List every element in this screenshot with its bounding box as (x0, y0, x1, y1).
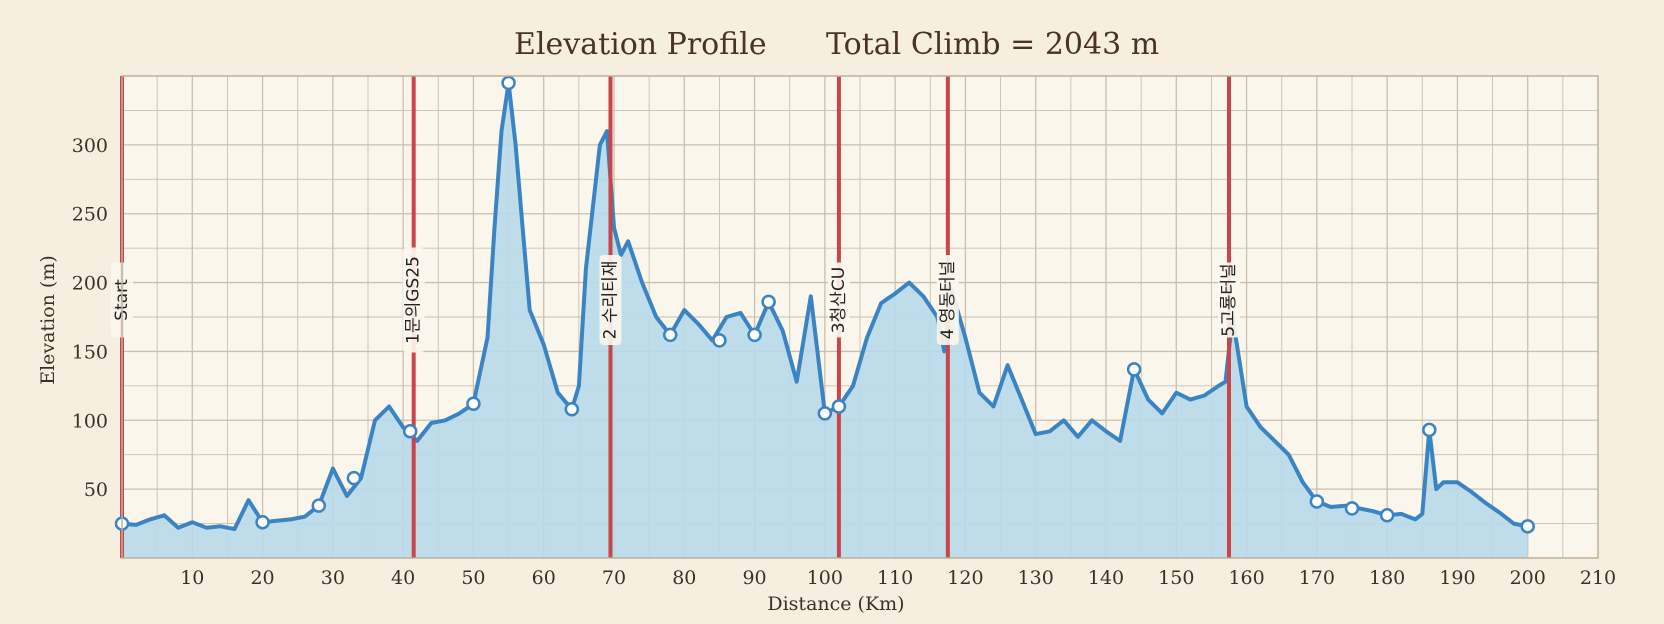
marker-label: 2 수리티재 (600, 261, 620, 340)
highlight-point (831, 399, 847, 414)
highlight-point (1520, 519, 1535, 534)
x-tick-label: 190 (1439, 567, 1475, 589)
y-tick-label: 150 (72, 341, 108, 363)
x-tick-label: 40 (391, 567, 415, 589)
marker-label-bg (1218, 262, 1240, 338)
marker-label-bg (402, 247, 425, 353)
y-axis-label: Elevation (m) (37, 255, 59, 385)
highlight-point (712, 333, 727, 348)
x-tick-label: 140 (1088, 567, 1124, 589)
elevation-line (120, 80, 1530, 532)
highlight-point (817, 406, 833, 421)
plot-border (121, 75, 1599, 559)
marker-label: 1문의GS25 (404, 256, 424, 344)
x-tick-label: 170 (1299, 567, 1335, 589)
x-tick-label: 130 (1018, 567, 1054, 589)
checkpoint-markers: Start 1문의GS25 2 수리티재 3청산CU 4 영동터널 5고룡터널 (111, 76, 1240, 558)
y-tick-label: 100 (72, 410, 108, 432)
x-tick-label: 60 (532, 567, 556, 589)
x-tick-label: 210 (1580, 567, 1616, 589)
x-tick-label: 100 (807, 567, 843, 589)
x-tick-label: 30 (321, 567, 345, 589)
highlight-point (761, 294, 776, 310)
x-tick-label: 120 (947, 567, 983, 589)
x-tick-label: 70 (602, 567, 626, 589)
marker-label: 4 영동터널 (938, 261, 958, 340)
marker-label: 3청산CU (829, 267, 849, 333)
x-axis-label: Distance (Km) (767, 593, 904, 615)
highlight-point (466, 396, 481, 412)
chart-title: Elevation Profile (514, 27, 767, 62)
highlight-point (311, 498, 327, 513)
highlight-point (1379, 508, 1395, 523)
x-tick-label: 150 (1158, 567, 1194, 589)
y-tick-label: 50 (84, 479, 108, 501)
chart-subtitle: Total Climb = 2043 m (826, 27, 1159, 62)
x-tick-label: 90 (742, 567, 766, 589)
x-tick-label: 10 (180, 567, 204, 589)
highlight-point (1344, 501, 1360, 516)
y-tick-label: 250 (72, 204, 108, 226)
x-tick-label: 160 (1228, 567, 1264, 589)
x-tick-label: 20 (250, 567, 274, 589)
highlight-point (501, 75, 516, 91)
x-tick-label: 80 (672, 567, 696, 589)
x-tick-label: 110 (877, 567, 913, 589)
highlight-point (1309, 494, 1325, 509)
marker-label: 5고룡터널 (1219, 263, 1239, 336)
highlight-point (747, 327, 762, 343)
marker-label-bg (827, 262, 850, 338)
y-tick-label: 200 (72, 273, 108, 295)
highlight-point (564, 402, 580, 417)
x-tick-label: 50 (461, 567, 485, 589)
marker-label-bg (599, 255, 622, 345)
highlight-point (1422, 422, 1437, 438)
highlight-point (1126, 362, 1142, 377)
highlight-points (114, 75, 1535, 534)
elevation-area (122, 82, 1528, 559)
x-tick-label: 180 (1369, 567, 1405, 589)
axis-ticks: 10 20 30 40 50 60 70 80 90 100 110 120 130 140 150 160 1… (72, 135, 1616, 589)
highlight-point (346, 470, 362, 486)
y-tick-label: 300 (72, 135, 108, 157)
x-tick-label: 200 (1510, 567, 1546, 589)
marker-label-bg (936, 255, 959, 345)
highlight-point (402, 424, 418, 439)
highlight-point (662, 327, 678, 343)
highlight-point (255, 514, 270, 530)
